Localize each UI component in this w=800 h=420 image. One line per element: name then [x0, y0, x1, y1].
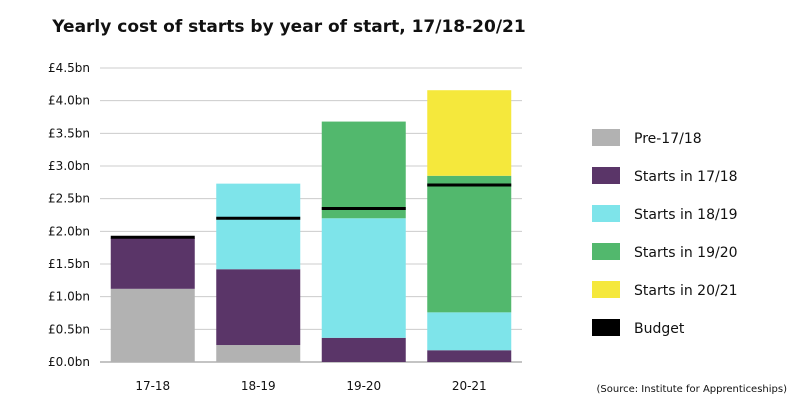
y-tick-label: £3.5bn	[48, 126, 90, 140]
chart-title: Yearly cost of starts by year of start, …	[51, 17, 525, 37]
y-tick-label: £2.0bn	[48, 224, 90, 238]
legend-swatch	[592, 167, 620, 184]
source-note: (Source: Institute for Apprenticeships)	[597, 384, 788, 395]
x-tick-label: 18-19	[241, 379, 276, 393]
bar-segment-2	[427, 350, 512, 362]
x-tick-label: 20-21	[452, 379, 487, 393]
legend-label: Starts in 17/18	[634, 169, 738, 185]
bar-segment-2	[321, 337, 406, 362]
bar-segment-4	[427, 175, 512, 313]
bar-segment-1	[216, 345, 301, 362]
bar-segment-3	[321, 218, 406, 338]
budget-markers	[110, 183, 512, 239]
legend-label: Pre-17/18	[634, 131, 702, 147]
y-tick-label: £1.5bn	[48, 257, 90, 271]
bar-segment-2	[216, 269, 301, 346]
x-axis-ticks: 17-18 18-19 19-20 20-21	[135, 379, 486, 393]
y-tick-label: £4.5bn	[48, 61, 90, 75]
y-tick-label: £2.5bn	[48, 192, 90, 206]
legend-label: Starts in 19/20	[634, 245, 738, 261]
legend-label: Starts in 20/21	[634, 283, 738, 299]
bar-segment-4	[321, 121, 406, 219]
bar-segment-2	[110, 237, 195, 289]
bar-segment-5	[427, 90, 512, 176]
y-axis-ticks: £0.0bn £0.5bn £1.0bn £1.5bn £2.0bn £2.5bn £3.0…	[48, 61, 90, 369]
legend-swatch	[592, 319, 620, 336]
x-tick-label: 17-18	[135, 379, 170, 393]
bar-segment-1	[110, 288, 195, 362]
y-tick-label: £1.0bn	[48, 290, 90, 304]
legend-label: Budget	[634, 321, 685, 337]
legend-swatch	[592, 205, 620, 222]
bar-segment-3	[216, 183, 301, 270]
bars	[110, 90, 512, 362]
y-tick-label: £0.5bn	[48, 322, 90, 336]
bar-segment-3	[427, 312, 512, 351]
y-tick-label: £0.0bn	[48, 355, 90, 369]
x-tick-label: 19-20	[346, 379, 381, 393]
legend: Pre-17/18 Starts in 17/18 Starts in 18/19 S…	[592, 129, 738, 337]
legend-swatch	[592, 243, 620, 260]
legend-swatch	[592, 281, 620, 298]
legend-label: Starts in 18/19	[634, 207, 738, 223]
y-tick-label: £4.0bn	[48, 94, 90, 108]
legend-swatch	[592, 129, 620, 146]
y-tick-label: £3.0bn	[48, 159, 90, 173]
